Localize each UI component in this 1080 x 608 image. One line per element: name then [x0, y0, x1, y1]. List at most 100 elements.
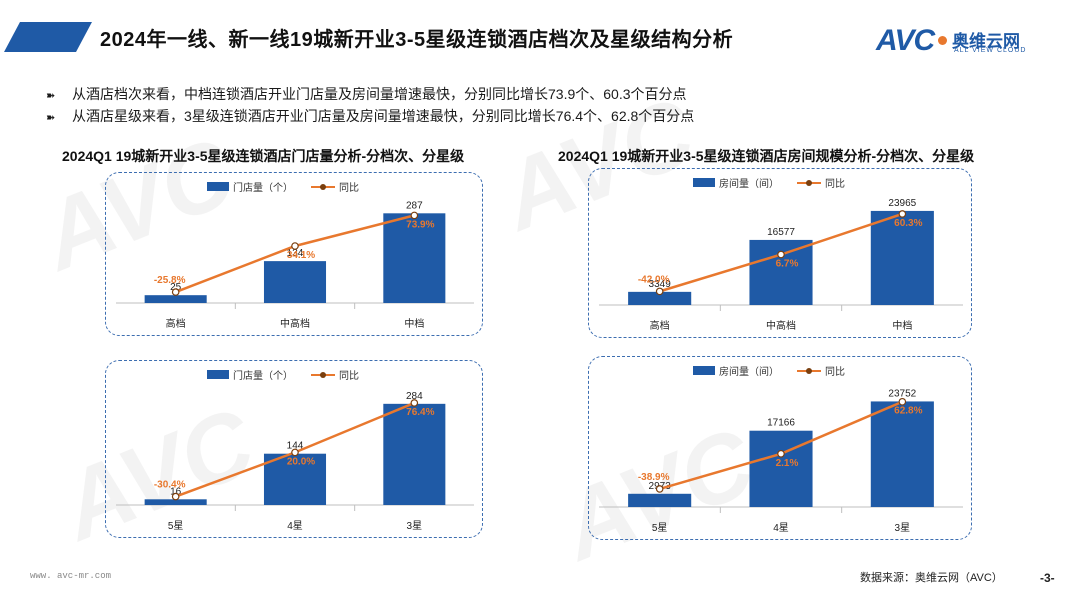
chart-panel-rooms-by-grade: 房间量（间） 同比 3349 高档 16577 中高档 23965 中档 -42.0% 6.7% 6…	[588, 168, 972, 338]
header-accent-band	[4, 22, 92, 52]
logo-en: ALL VIEW CLOUD	[954, 47, 1027, 54]
x-tick-label: 中档	[404, 317, 424, 330]
logo-cn: 奥维云网	[952, 32, 1020, 51]
bar	[628, 493, 692, 507]
bar-value-label: 23965	[888, 198, 916, 209]
yoy-point	[898, 210, 907, 218]
legend-bar-label: 门店量（个）	[233, 369, 293, 382]
yoy-point	[777, 250, 785, 259]
bar-value-label: 16577	[767, 227, 795, 238]
legend-line-label: 同比	[339, 182, 359, 194]
chart-rooms-by-grade: 房间量（间） 同比 3349 高档 16577 中高档 23965 中档 -42.0% 6.7% 6…	[599, 177, 963, 332]
bar-value-label: 144	[287, 441, 304, 452]
bullet-item: ➽ 从酒店档次来看，中档连锁酒店开业门店量及房间量增速最快，分别同比增长73.9个…	[46, 84, 694, 106]
bar	[870, 210, 934, 305]
bar	[749, 430, 813, 507]
bar	[749, 239, 813, 305]
yoy-point	[410, 211, 419, 220]
yoy-value-label: 60.3%	[894, 218, 922, 229]
bar-value-label: 134	[287, 248, 304, 259]
bar-value-label: 16	[170, 486, 182, 497]
yoy-value-label: -25.8%	[154, 275, 186, 286]
yoy-point	[655, 287, 664, 296]
x-tick-label: 5星	[652, 522, 668, 534]
x-tick-label: 4星	[773, 522, 789, 534]
chart-stores-by-star: 门店量（个） 同比 16 5星 144 4星 284 3星 -30.4% 20.0% 76.4%	[116, 369, 474, 532]
legend-line-label: 同比	[825, 366, 845, 378]
legend-line-label: 同比	[339, 370, 359, 382]
yoy-point	[898, 397, 907, 406]
chart-panel-stores-by-grade: 门店量（个） 同比 25 高档 134 中高档 287 中档 -25.8% 34.1% 73.9%	[105, 172, 483, 336]
yoy-value-label: -42.0%	[638, 274, 670, 285]
yoy-point	[655, 485, 664, 493]
bar	[144, 499, 207, 505]
legend-bar-swatch	[693, 366, 715, 375]
yoy-point	[171, 288, 180, 296]
x-tick-label: 中档	[892, 319, 912, 332]
bar-value-label: 287	[406, 200, 423, 211]
yoy-value-label: 6.7%	[776, 258, 799, 269]
footer-source: 数据来源：奥维云网（AVC）	[860, 572, 1003, 584]
x-tick-label: 3星	[895, 522, 911, 534]
legend-bar-swatch	[693, 178, 715, 187]
footer-website: www. avc-mr.com	[30, 571, 112, 581]
bullet-text: 从酒店星级来看，3星级连锁酒店开业门店量及房间量增速最快，分别同比增长76.4个…	[72, 108, 695, 124]
yoy-value-label: 62.8%	[894, 406, 922, 417]
yoy-value-label: -38.9%	[638, 472, 670, 483]
bar-value-label: 25	[170, 282, 182, 293]
yoy-point	[777, 449, 785, 458]
legend-bar-swatch	[207, 182, 229, 191]
section-title-rooms: 2024Q1 19城新开业3-5星级连锁酒店房间规模分析-分档次、分星级	[558, 148, 975, 164]
page-title: 2024年一线、新一线19城新开业3-5星级连锁酒店档次及星级结构分析	[100, 29, 734, 51]
bar	[263, 453, 327, 505]
legend-bar-label: 房间量（间）	[719, 177, 779, 190]
bar-value-label: 284	[406, 391, 423, 402]
bar-value-label: 3349	[649, 279, 672, 290]
bar	[628, 291, 692, 305]
x-tick-label: 4星	[287, 520, 303, 532]
bar-value-label: 23752	[888, 388, 916, 399]
yoy-value-label: 2.1%	[776, 458, 799, 469]
x-tick-label: 高档	[650, 319, 670, 332]
legend-line-marker	[806, 180, 812, 186]
bar	[144, 295, 207, 303]
x-tick-label: 3星	[407, 520, 423, 532]
legend-line-marker	[320, 372, 326, 378]
legend-bar-swatch	[207, 370, 229, 379]
x-tick-label: 中高档	[280, 317, 310, 330]
yoy-value-label: 76.4%	[406, 407, 434, 418]
legend-line-marker	[806, 368, 812, 374]
legend-bar-label: 房间量（间）	[719, 365, 779, 378]
bar	[263, 261, 327, 303]
yoy-value-label: 20.0%	[287, 456, 315, 467]
summary-bullets: ➽ 从酒店档次来看，中档连锁酒店开业门店量及房间量增速最快，分别同比增长73.9个…	[46, 84, 694, 128]
yoy-point	[291, 448, 299, 457]
page-number: -3-	[1040, 571, 1055, 585]
chart-stores-by-grade: 门店量（个） 同比 25 高档 134 中高档 287 中档 -25.8% 34.1% 73.9%	[116, 181, 474, 330]
legend-line-marker	[320, 184, 326, 190]
yoy-value-label: 34.1%	[287, 250, 315, 261]
logo-mark: AVC	[876, 24, 935, 57]
chart-panel-rooms-by-star: 房间量（间）同比29735星171664星237523星-38.9%2.1%62…	[588, 356, 972, 540]
bar	[383, 403, 446, 505]
double-arrow-icon: ➽	[46, 90, 56, 102]
logo-dot-icon	[938, 36, 947, 45]
avc-logo: AVC 奥维云网 ALL VIEW CLOUD	[876, 24, 1056, 64]
x-tick-label: 高档	[166, 317, 186, 330]
yoy-value-label: -30.4%	[154, 480, 186, 491]
yoy-point	[171, 492, 180, 501]
chart-panel-stores-by-star: 门店量（个） 同比 16 5星 144 4星 284 3星 -30.4% 20.0% 76.4%	[105, 360, 483, 538]
bullet-item: ➽ 从酒店星级来看，3星级连锁酒店开业门店量及房间量增速最快，分别同比增长76.4…	[46, 106, 694, 128]
bar	[383, 213, 446, 303]
bar	[870, 401, 934, 507]
x-tick-label: 5星	[168, 520, 184, 532]
chart-rooms-by-star: 房间量（间）同比29735星171664星237523星-38.9%2.1%62…	[599, 365, 963, 534]
bar-value-label: 17166	[767, 418, 795, 429]
legend-bar-label: 门店量（个）	[233, 181, 293, 194]
yoy-point	[410, 399, 419, 407]
x-tick-label: 中高档	[766, 319, 796, 332]
legend-line-label: 同比	[825, 178, 845, 190]
yoy-value-label: 73.9%	[406, 219, 434, 230]
section-title-stores: 2024Q1 19城新开业3-5星级连锁酒店门店量分析-分档次、分星级	[62, 148, 465, 164]
yoy-point	[291, 242, 299, 250]
